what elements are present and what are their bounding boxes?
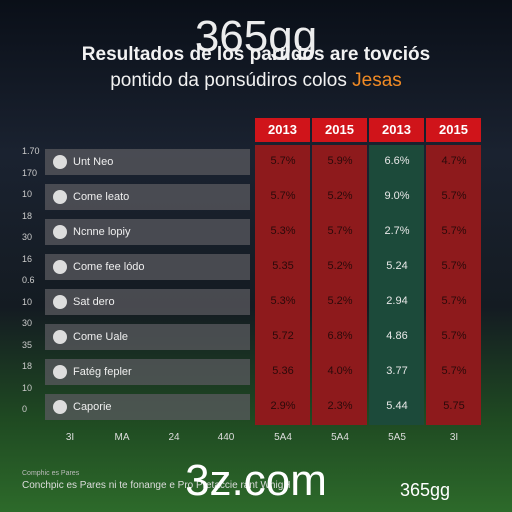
team-name: Come leato	[73, 191, 130, 203]
cell: 5.7%	[441, 225, 467, 237]
cell: 5.7%	[327, 225, 353, 237]
cell: 6.6%	[384, 155, 410, 167]
team-name: Come Uale	[73, 331, 129, 343]
cell: 4.86	[386, 330, 408, 342]
team-row: Caporie	[45, 394, 250, 420]
cell: 4.7%	[441, 155, 467, 167]
axis-label: 24	[168, 432, 180, 443]
footer-text: Conchpic es Pares ni te fonange e Pro Pr…	[22, 480, 291, 491]
axis-label: 35	[22, 339, 33, 350]
team-name: Sat dero	[73, 296, 115, 308]
cell: 5.3%	[270, 225, 296, 237]
team-icon	[53, 365, 67, 380]
watermark: 3z.com	[185, 456, 327, 505]
axis-label: 3I	[65, 432, 75, 443]
cell: 5.35	[272, 260, 294, 272]
axis-label: 0.6	[22, 275, 35, 285]
axis-label: 18	[22, 210, 33, 221]
axis-label: 440	[217, 432, 235, 443]
team-name: Come fee lódo	[73, 261, 145, 273]
cell: 5.2%	[327, 260, 353, 272]
cell: 5.7%	[441, 295, 467, 307]
axis-label: 0	[22, 404, 28, 414]
team-icon	[53, 225, 67, 240]
logo: 365gg	[400, 480, 451, 500]
cell: 6.8%	[327, 330, 353, 342]
axis-label: 5A5	[388, 432, 406, 443]
cell: 5.75	[443, 400, 465, 412]
cell: 5.7%	[270, 190, 296, 202]
team-name: Ncnne lopiy	[73, 226, 131, 238]
cell: 5.44	[386, 400, 408, 412]
team-row: Sat dero	[45, 289, 250, 315]
team-row: Come Uale	[45, 324, 250, 350]
subtitle-text: pontido da ponsúdiros colos	[110, 70, 347, 91]
cell: 3.77	[386, 365, 408, 377]
column-header: 2015	[426, 118, 481, 142]
axis-label: 18	[22, 361, 33, 371]
axis-label: 1.70	[22, 146, 40, 156]
cell: 2.94	[386, 295, 408, 307]
axis-label: 10	[22, 296, 33, 307]
team-row: Come leato	[45, 184, 250, 210]
cell: 5.3%	[270, 295, 296, 307]
axis-label: MA	[114, 432, 130, 443]
cell: 5.2%	[327, 190, 353, 202]
column-bg	[426, 145, 481, 425]
cell: 5.7%	[441, 260, 467, 272]
cell: 5.7%	[441, 330, 467, 342]
cell: 2.7%	[384, 225, 410, 237]
cell: 2.9%	[270, 400, 296, 412]
team-row: Ncnne lopiy	[45, 219, 250, 245]
axis-label: 16	[22, 253, 33, 264]
team-row: Come fee lódo	[45, 254, 250, 280]
team-icon	[53, 155, 67, 170]
cell: 4.0%	[327, 365, 353, 377]
team-icon	[53, 190, 67, 205]
axis-label: 170	[22, 167, 38, 178]
team-icon	[53, 260, 67, 275]
cell: 5.9%	[327, 155, 353, 167]
team-name: Unt Neo	[73, 156, 114, 168]
cell: 5.24	[386, 260, 408, 272]
column-header: 2013	[255, 118, 310, 142]
footer-note: Comphic es Pares	[22, 470, 80, 477]
highlight: Jesas	[352, 70, 402, 91]
team-name: Caporie	[73, 401, 112, 413]
watermark: 365gg	[194, 12, 318, 61]
team-icon	[53, 400, 67, 415]
cell: 5.72	[272, 330, 294, 342]
cell: 5.2%	[327, 295, 353, 307]
cell: 9.0%	[384, 190, 410, 202]
cell: 5.36	[272, 365, 294, 377]
axis-label: 30	[22, 318, 33, 328]
axis-label: 10	[22, 382, 33, 393]
column-header: 2013	[369, 118, 424, 142]
column-bg	[369, 145, 424, 425]
column-header: 2015	[312, 118, 367, 142]
cell: 2.3%	[327, 400, 353, 412]
title: Resultados de los partidos are tovciós	[81, 44, 431, 65]
axis-label: 30	[22, 232, 33, 242]
team-icon	[53, 330, 67, 345]
axis-label: 3I	[449, 432, 459, 443]
team-icon	[53, 295, 67, 310]
team-name: Fatég fepler	[73, 366, 132, 378]
column-bg	[312, 145, 367, 425]
axis-label: 5A4	[331, 432, 349, 443]
axis-label: 10	[22, 189, 33, 199]
team-row: Unt Neo	[45, 149, 250, 175]
cell: 5.7%	[441, 190, 467, 202]
team-row: Fatég fepler	[45, 359, 250, 385]
cell: 5.7%	[441, 365, 467, 377]
column-bg	[255, 145, 310, 425]
subtitle: pontido da ponsúdiros colos Jesas	[0, 70, 512, 92]
cell: 5.7%	[270, 155, 296, 167]
axis-label: 5A4	[274, 432, 292, 443]
